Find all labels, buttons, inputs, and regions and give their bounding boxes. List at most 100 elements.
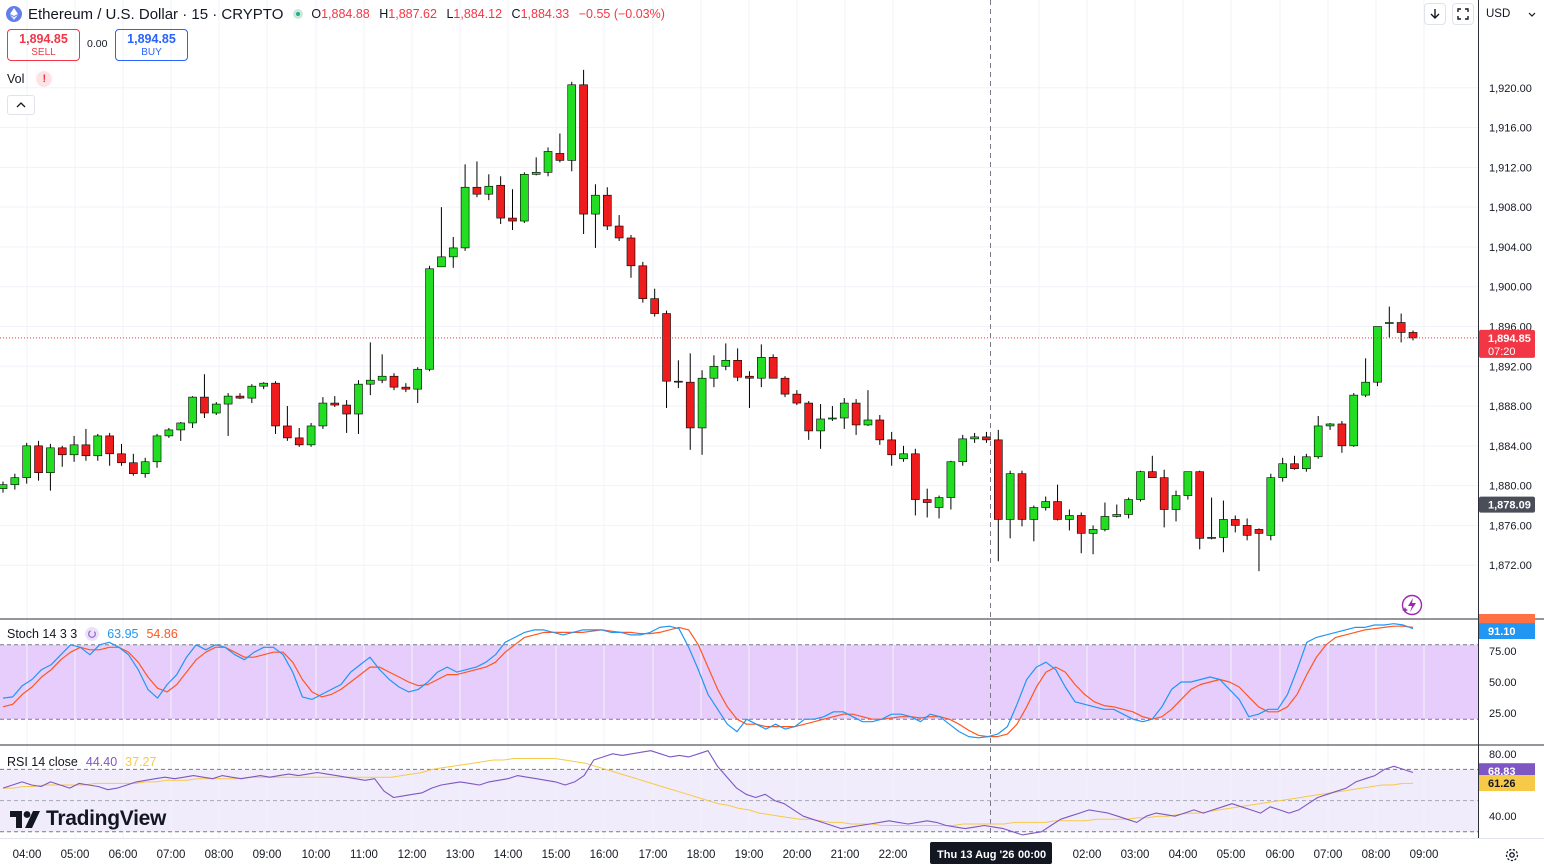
candle-body [484,185,494,195]
time-tick-label: 08:00 [1362,849,1391,861]
candle-body [460,186,470,249]
candle-body [1408,332,1418,339]
candle-body [1361,381,1370,396]
symbol-header: Ethereum / U.S. Dollar · 15 · CRYPTO O1,… [6,4,671,24]
ohlc-readout: O1,884.88 H1,887.62 L1,884.12 C1,884.33 … [311,7,665,21]
candle-body [1017,473,1027,520]
candle-body [129,462,138,474]
crosshair-time-badge [930,842,1052,864]
candle-body [555,153,565,161]
flash-ai-button[interactable] [1399,594,1423,618]
chart-settings-button[interactable] [1503,846,1521,864]
candle-body [413,368,423,390]
candle-body [614,225,624,239]
stoch-k-label: 91.10 [1488,626,1516,638]
candle-body [958,438,968,463]
candle-body [674,380,683,383]
stoch-tick-label: 50.00 [1489,677,1517,689]
candle-body [437,256,446,268]
candle-body [259,382,268,387]
candle-body [472,186,482,195]
time-tick-label: 16:00 [590,849,619,861]
high-value: 1,887.62 [388,7,437,21]
candle-body [140,461,150,474]
candle-body [57,447,67,456]
candle-body [828,417,837,420]
candle-body [377,375,387,381]
stoch-band [0,644,1478,720]
low-value: 1,884.12 [453,7,503,21]
time-tick-label: 04:00 [13,849,42,861]
candle-body [543,151,553,173]
symbol-title[interactable]: Ethereum / U.S. Dollar · 15 · CRYPTO [28,5,284,23]
candle-body [531,172,541,175]
buy-label: BUY [141,47,162,58]
candle-body [1171,495,1181,510]
candle-body [247,385,257,399]
stoch-legend[interactable]: Stoch 14 3 3 63.95 54.86 [7,627,186,641]
scroll-down-button[interactable] [1424,3,1446,25]
maximize-icon [1457,8,1469,20]
price-tick-label: 1,920.00 [1489,83,1532,95]
time-tick-label: 02:00 [1073,849,1102,861]
candle-body [946,461,956,498]
price-tick-label: 1,912.00 [1489,162,1532,174]
candle-body [105,435,114,455]
candle-body [638,265,648,299]
fullscreen-button[interactable] [1452,3,1474,25]
rsi-tick-label: 40.00 [1489,811,1517,823]
candle-body [1112,514,1122,517]
warning-icon[interactable]: ! [36,71,53,87]
spread-value: 0.00 [87,38,108,50]
candle-body [733,360,742,378]
time-tick-label: 10:00 [302,849,331,861]
candle-body [1313,425,1323,458]
time-tick-label: 12:00 [398,849,427,861]
currency-select[interactable]: USD [1481,2,1541,26]
lightning-icon [1401,594,1423,616]
tradingview-logo[interactable]: TradingView [10,807,166,831]
stoch-k-line [2,623,1414,739]
candle-body [69,444,79,456]
crosshair-price-label: 1,878.09 [1488,500,1531,512]
candle-body [93,435,103,457]
candle-body [567,84,577,161]
candle-body [757,357,766,379]
sell-button[interactable]: 1,894.85 SELL [7,29,80,61]
candle-body [780,377,790,395]
candle-body [768,357,778,379]
buy-button[interactable]: 1,894.85 BUY [115,29,188,61]
arrow-down-icon [1430,9,1440,19]
stoch-tick-label: 75.00 [1489,646,1517,658]
currency-value: USD [1486,8,1511,20]
candle-body [591,194,600,215]
candle-body [839,402,849,419]
stoch-tick-label: 25.00 [1489,708,1517,720]
tradingview-icon [10,810,40,828]
candle-body [117,453,126,464]
candle-body [1183,471,1193,496]
candle-body [922,499,932,503]
rsi-legend[interactable]: RSI 14 close 44.40 37.27 [7,755,164,769]
collapse-legend-button[interactable] [7,95,35,115]
candle-body [1266,477,1276,536]
time-tick-label: 06:00 [109,849,138,861]
price-tick-label: 1,884.00 [1489,441,1532,453]
time-tick-label: 15:00 [542,849,571,861]
candle-body [709,365,719,379]
candle-body [1325,423,1335,427]
candle-body [318,402,328,427]
candle-body [46,447,55,473]
candle-body [223,395,233,405]
candle-body [579,84,588,215]
stoch-k-badge [1479,623,1535,640]
time-tick-label: 05:00 [1217,849,1246,861]
close-value: 1,884.33 [520,7,570,21]
candle-body [662,313,671,382]
candle-body [1302,456,1311,470]
volume-legend[interactable]: Vol ! [7,71,53,87]
candle-body [887,439,896,456]
candle-body [1230,519,1240,526]
candle-body [211,403,221,414]
